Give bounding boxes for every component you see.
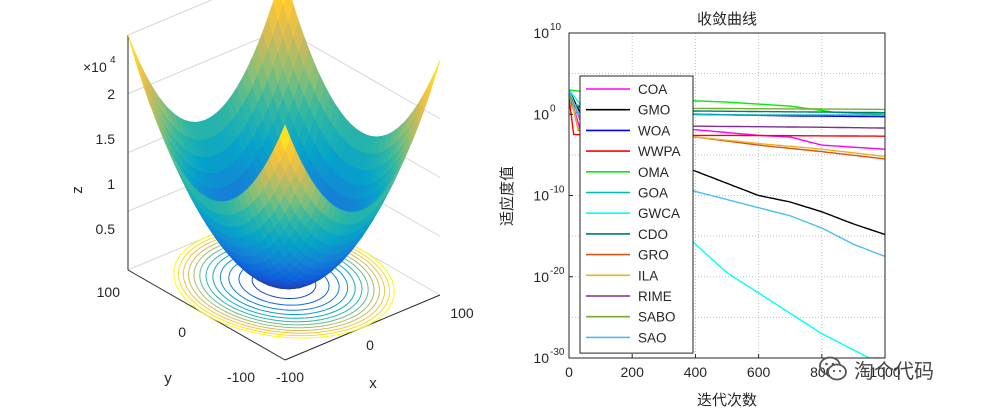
legend-label: COA <box>638 82 667 97</box>
legend-box <box>579 75 694 354</box>
surface-axis-labels: ×10 4 2 1.5 1 0.5 z 100 0 -100 y -100 0 … <box>69 55 474 392</box>
legend-label: RIME <box>638 289 672 304</box>
y-tick-label: 10 <box>533 350 549 366</box>
convergence-title: 收敛曲线 <box>697 10 757 28</box>
legend-label: SABO <box>638 310 676 325</box>
frame-edge <box>127 0 213 36</box>
legend-label: GMO <box>638 103 670 118</box>
y-axis-label: y <box>164 370 172 387</box>
surface-patch <box>281 0 286 7</box>
y-tick-exponent: -10 <box>550 185 565 196</box>
y-tick-label: 10 <box>533 188 549 204</box>
legend-label: WOA <box>638 123 670 138</box>
y-tick-label: -100 <box>227 369 255 385</box>
z-exponent-base: ×10 <box>83 59 107 75</box>
y-tick-label: 100 <box>97 284 121 300</box>
z-tick-label: 0.5 <box>96 221 116 237</box>
y-tick-exponent: -20 <box>550 266 565 277</box>
z-axis-label: z <box>69 186 86 194</box>
legend-label: GRO <box>638 248 669 263</box>
watermark: 淘个代码 <box>818 352 978 386</box>
x-axis-label: x <box>369 375 377 392</box>
x-tick-label: 0 <box>366 337 374 353</box>
surface-patch <box>279 124 291 151</box>
z-tick-label: 1.5 <box>96 131 116 147</box>
y-tick-label: 10 <box>533 269 549 285</box>
y-tick-exponent: 0 <box>550 103 556 114</box>
x-tick-label: 600 <box>747 364 771 380</box>
surface-mesh <box>127 0 441 290</box>
legend-label: OMA <box>638 165 669 180</box>
y-tick-label: 10 <box>533 25 549 41</box>
legend: COA GMO WOA WWPA OMA GOA GWCA CDO GRO ILA RIME SABO… <box>579 75 694 354</box>
y-tick-exponent: -30 <box>550 347 565 358</box>
x-tick-label: 400 <box>684 364 708 380</box>
watermark-text: 淘个代码 <box>854 358 934 383</box>
y-axis-label: 适应度值 <box>498 166 516 226</box>
y-tick-exponent: 10 <box>550 22 562 33</box>
x-tick-label: 100 <box>450 305 474 321</box>
x-tick-label: -100 <box>276 369 304 385</box>
y-tick-label: 10 <box>533 106 549 122</box>
wechat-icon <box>819 356 847 381</box>
x-tick-label: 200 <box>621 364 645 380</box>
z-tick-label: 2 <box>107 86 115 102</box>
legend-label: GWCA <box>638 206 680 221</box>
y-tick-label: 0 <box>178 324 186 340</box>
x-axis-label: 迭代次数 <box>697 391 757 409</box>
legend-label: GOA <box>638 186 668 201</box>
surface-plot: F6 ×10 4 2 1.5 1 0.5 z 100 0 -100 y -100… <box>69 0 474 392</box>
z-tick-label: 1 <box>107 176 115 192</box>
legend-label: ILA <box>638 268 658 283</box>
x-tick-label: 0 <box>565 364 573 380</box>
legend-label: CDO <box>638 227 668 242</box>
legend-label: WWPA <box>638 144 681 159</box>
x-tick-label: 1000 <box>869 364 900 380</box>
legend-label: SAO <box>638 330 667 345</box>
z-exponent-power: 4 <box>110 55 116 66</box>
